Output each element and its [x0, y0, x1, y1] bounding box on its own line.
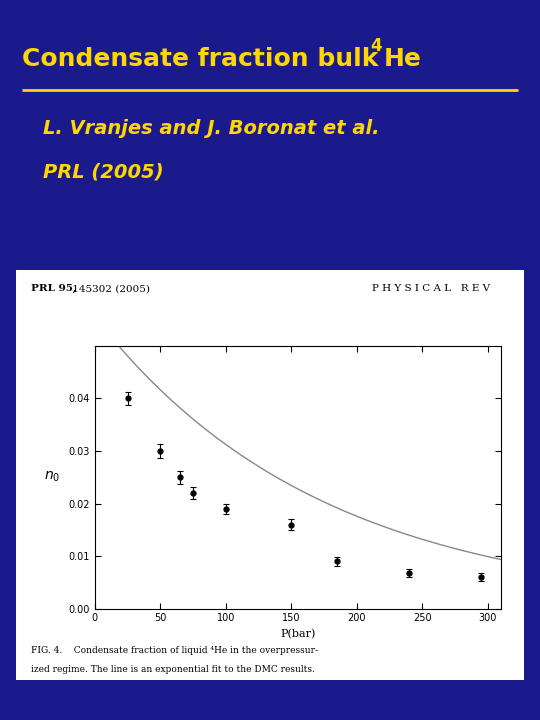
Text: PRL 95,: PRL 95, [31, 284, 77, 293]
Text: L. Vranjes and J. Boronat et al.: L. Vranjes and J. Boronat et al. [43, 119, 380, 138]
X-axis label: P(bar): P(bar) [280, 629, 315, 639]
Text: ized regime. The line is an exponential fit to the DMC results.: ized regime. The line is an exponential … [31, 665, 315, 674]
Text: Condensate fraction bulk: Condensate fraction bulk [22, 47, 387, 71]
Text: P H Y S I C A L   R E V: P H Y S I C A L R E V [372, 284, 490, 293]
Text: PRL (2005): PRL (2005) [43, 162, 164, 181]
Y-axis label: $n_0$: $n_0$ [44, 470, 60, 485]
Text: He: He [383, 47, 421, 71]
Text: FIG. 4.    Condensate fraction of liquid ⁴He in the overpressur-: FIG. 4. Condensate fraction of liquid ⁴H… [31, 646, 319, 654]
Text: 145302 (2005): 145302 (2005) [70, 284, 151, 293]
Text: 4: 4 [370, 37, 382, 55]
